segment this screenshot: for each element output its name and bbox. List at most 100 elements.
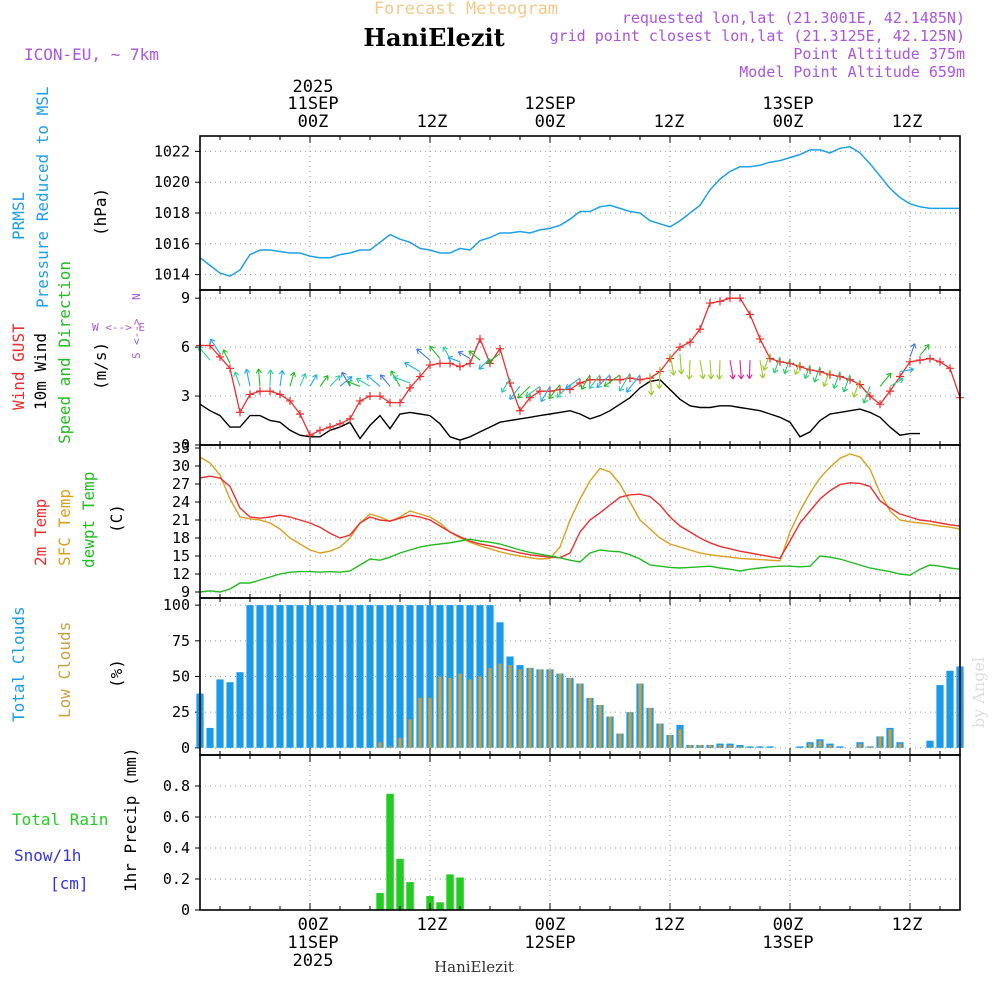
compass-south: S [130, 352, 143, 359]
low-cloud-bar [398, 737, 402, 748]
low-cloud-bar [598, 705, 602, 748]
top-date-3: 13SEP [762, 94, 813, 114]
wind-direction-arrow [762, 353, 771, 371]
bottom-tick-4: 12Z [654, 915, 685, 935]
top-tick-2: 12Z [417, 112, 448, 132]
low-cloud-bar [898, 743, 902, 748]
wind-direction-arrow [862, 386, 871, 404]
gust-marker [866, 392, 874, 401]
low-cloud-bar [618, 733, 622, 748]
wind-direction-arrow [329, 375, 341, 387]
wind-direction-arrow [209, 338, 221, 354]
wind-direction-arrow [404, 361, 421, 373]
total-cloud-bar [386, 605, 394, 748]
clouds-label-2: Low Clouds [55, 622, 74, 718]
wind-direction-arrow [879, 372, 892, 387]
wind-label-2: 10m Wind [31, 333, 50, 410]
gust-marker [916, 356, 924, 365]
gust-marker [676, 343, 684, 352]
low-cloud-bar [508, 665, 512, 748]
total-cloud-bar [306, 605, 314, 748]
top-date-2: 12SEP [524, 94, 575, 114]
total-cloud-bar [356, 605, 364, 748]
compass-arrow: <--> [130, 318, 143, 345]
pressure-line [199, 146, 960, 277]
gust-marker [346, 414, 354, 423]
total-cloud-bar [466, 605, 474, 748]
gust-marker [386, 398, 394, 407]
wind-direction-arrow [793, 361, 801, 375]
wind-direction-arrow [737, 360, 745, 380]
gust-marker [456, 362, 464, 371]
y-tick-label: 0.8 [163, 777, 190, 795]
wind-direction-arrow [442, 346, 451, 359]
pressure-label-2: Pressure Reduced to MSL [33, 86, 52, 308]
gust-marker [696, 325, 704, 334]
rain-bar [376, 893, 384, 910]
wind-direction-arrow [889, 377, 904, 387]
y-tick-label: 100 [163, 596, 190, 614]
low-cloud-bar [878, 736, 882, 748]
wind-direction-arrow [759, 360, 766, 379]
total-cloud-bar [256, 605, 264, 748]
clouds-unit: (%) [107, 659, 126, 688]
wind-direction-arrow [309, 374, 318, 387]
total-cloud-bar [266, 605, 274, 748]
bottom-tick-6: 12Z [892, 915, 923, 935]
gust-marker [366, 392, 374, 401]
gust-marker [636, 375, 644, 384]
low-cloud-bar [478, 676, 482, 748]
gust-marker [416, 372, 424, 381]
wind-direction-arrow [468, 350, 481, 361]
wind-direction-arrow [289, 371, 297, 387]
wind-direction-arrow [347, 380, 361, 387]
bottom-date-1: 11SEP [287, 933, 338, 953]
wind-direction-arrow [267, 369, 274, 387]
wind-label-3: Speed and Direction [55, 261, 74, 444]
y-tick-label: 12 [172, 565, 190, 583]
wind-direction-arrow [803, 364, 811, 380]
y-tick-label: 27 [172, 475, 190, 493]
wind-direction-arrow [669, 353, 677, 376]
wind-direction-arrow [909, 343, 917, 358]
wind-direction-arrow [319, 374, 329, 387]
y-tick-label: 21 [172, 511, 190, 529]
gust-marker [596, 375, 604, 384]
gust-marker [826, 370, 834, 379]
wind-direction-arrow [618, 372, 631, 392]
low-cloud-bar [538, 669, 542, 748]
y-tick-label: 0 [181, 901, 190, 919]
total-cloud-bar [926, 740, 934, 748]
low-cloud-bar [818, 740, 822, 748]
gust-marker [256, 387, 264, 396]
wind-direction-arrow [648, 373, 655, 396]
wind-direction-arrow [677, 353, 685, 375]
gust-marker [856, 380, 864, 389]
y-tick-label: 33 [172, 439, 190, 457]
temp-unit: (C) [107, 504, 126, 533]
gust-marker [736, 294, 744, 303]
low-cloud-bar [578, 683, 582, 748]
dewpt-line [199, 538, 961, 593]
y-tick-label: 0.4 [163, 839, 190, 857]
wind-direction-arrow [278, 369, 286, 387]
y-tick-label: 25 [172, 703, 190, 721]
gust-marker [896, 372, 904, 381]
gust-marker [226, 364, 234, 373]
compass-north: N [130, 293, 143, 300]
top-year: 2025 [293, 77, 334, 97]
gust-marker [616, 375, 624, 384]
total-cloud-bar [206, 727, 214, 748]
total-cloud-bar [376, 605, 384, 748]
bottom-year: 2025 [293, 951, 334, 971]
wind-direction-arrow [746, 360, 753, 380]
compass-west-east: W <--> E [92, 321, 145, 334]
gust-marker [796, 362, 804, 371]
total-cloud-bar [436, 605, 444, 748]
low-cloud-bar [638, 683, 642, 748]
gust-marker [216, 352, 224, 361]
wind-direction-arrow [588, 374, 601, 390]
wind-direction-arrow [812, 366, 821, 383]
